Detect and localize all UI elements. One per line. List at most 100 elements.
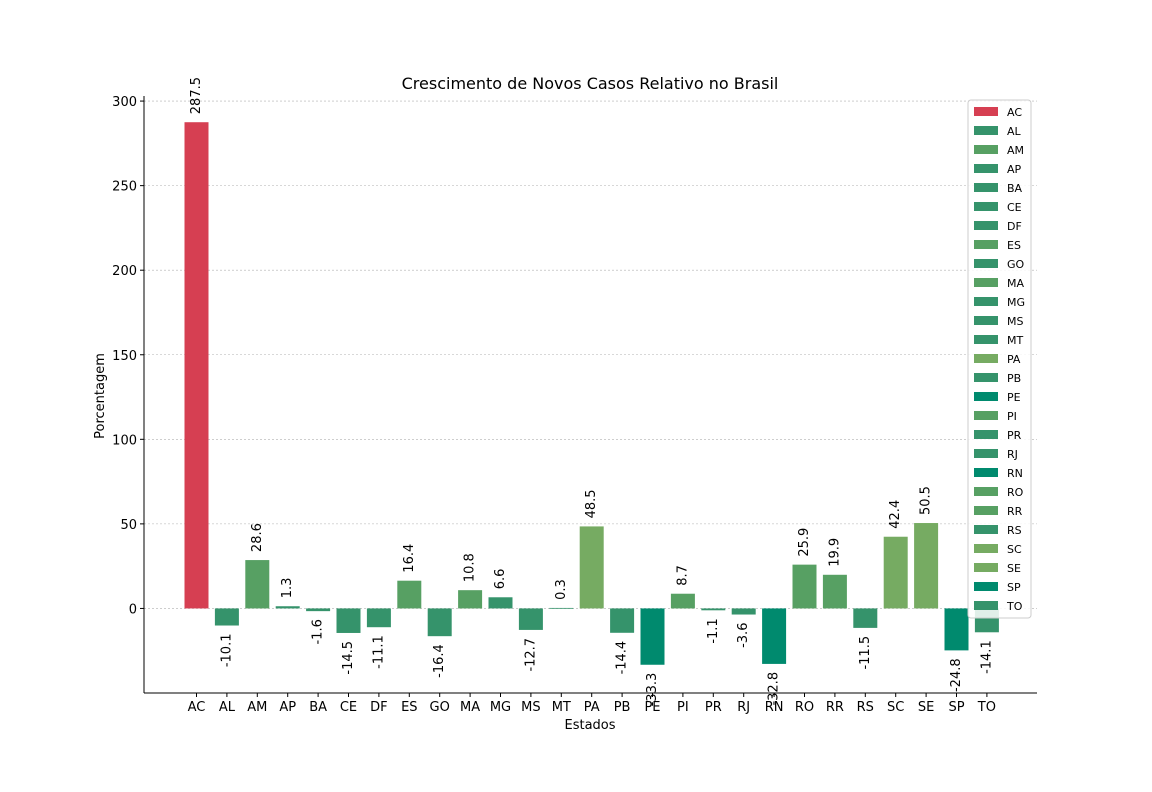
data-label: -11.5 xyxy=(858,636,873,670)
data-labels: 287.5 -10.1 28.6 1.3 -1.6 -14.5 -11.1 16.4 -16.4… xyxy=(189,77,994,706)
data-label: 19.9 xyxy=(827,538,842,567)
x-tick-label: PE xyxy=(644,700,660,715)
legend-swatch-mg xyxy=(974,297,998,306)
data-label: 1.3 xyxy=(280,578,295,599)
legend: AC AL AM AP BA CE DF ES GO MA MG MS MT PA PB PE PI PR RJ RN… xyxy=(967,99,1032,619)
legend-label-mt: MT xyxy=(1007,334,1023,347)
data-label: -12.7 xyxy=(523,638,538,672)
x-ticks: AC AL AM AP BA CE DF ES GO MA MG MS MT PA PB PE PI PR RJ RN… xyxy=(188,693,996,715)
legend-swatch-df xyxy=(974,221,998,230)
x-tick-label: SP xyxy=(948,700,964,715)
legend-label-es: ES xyxy=(1007,239,1021,252)
x-tick-label: PR xyxy=(705,700,722,715)
legend-label-rs: RS xyxy=(1007,524,1022,537)
bar-pe xyxy=(640,608,665,665)
data-label: -1.1 xyxy=(706,618,721,643)
legend-label-pe: PE xyxy=(1007,391,1021,404)
x-tick-label: PA xyxy=(584,700,600,715)
bar-ro xyxy=(792,564,817,609)
legend-label-mg: MG xyxy=(1007,296,1025,309)
bar-rj xyxy=(731,608,756,615)
data-label: 50.5 xyxy=(919,486,934,515)
legend-label-pa: PA xyxy=(1007,353,1021,366)
legend-swatch-rn xyxy=(974,468,998,477)
x-tick-label: PI xyxy=(677,700,689,715)
legend-swatch-pi xyxy=(974,411,998,420)
bar-ba xyxy=(306,608,331,612)
x-tick-label: PB xyxy=(614,700,631,715)
legend-label-df: DF xyxy=(1007,220,1022,233)
data-label: -14.1 xyxy=(979,640,994,674)
legend-label-rr: RR xyxy=(1007,505,1023,518)
data-label: 25.9 xyxy=(797,528,812,557)
x-tick-label: MG xyxy=(490,700,511,715)
bar-am xyxy=(245,560,270,609)
legend-label-pr: PR xyxy=(1007,429,1022,442)
x-tick-label: RO xyxy=(795,700,814,715)
data-label: -14.4 xyxy=(615,641,630,675)
y-tick-label: 0 xyxy=(129,602,137,617)
legend-label-rj: RJ xyxy=(1007,448,1018,461)
legend-label-go: GO xyxy=(1007,258,1025,271)
legend-swatch-am xyxy=(974,145,998,154)
legend-swatch-ce xyxy=(974,202,998,211)
y-tick-label: 50 xyxy=(120,518,137,533)
legend-swatch-pa xyxy=(974,354,998,363)
bar-ap xyxy=(275,606,300,609)
data-label: -32.8 xyxy=(767,672,782,706)
data-label: -16.4 xyxy=(432,644,447,678)
bar-se xyxy=(914,523,939,609)
data-label: 16.4 xyxy=(402,544,417,573)
data-label: 0.3 xyxy=(554,579,569,600)
axes xyxy=(143,96,1037,694)
x-tick-label: MS xyxy=(521,700,540,715)
bar-al xyxy=(214,608,239,626)
bar-ma xyxy=(458,590,483,609)
bar-pb xyxy=(610,608,635,633)
x-tick-label: RR xyxy=(826,700,844,715)
bar-pa xyxy=(579,526,604,609)
legend-swatch-sc xyxy=(974,544,998,553)
x-tick-label: ES xyxy=(401,700,417,715)
data-label: -3.6 xyxy=(736,623,751,648)
legend-label-ma: MA xyxy=(1007,277,1024,290)
legend-label-ap: AP xyxy=(1007,163,1022,176)
legend-swatch-ap xyxy=(974,164,998,173)
legend-swatch-es xyxy=(974,240,998,249)
data-label: 42.4 xyxy=(888,500,903,529)
bar-mt xyxy=(549,607,574,609)
bar-mg xyxy=(488,597,513,609)
x-tick-label: RJ xyxy=(737,700,750,715)
data-label: -24.8 xyxy=(949,658,964,692)
legend-label-pb: PB xyxy=(1007,372,1021,385)
x-tick-label: RS xyxy=(857,700,874,715)
legend-label-ms: MS xyxy=(1007,315,1023,328)
legend-label-rn: RN xyxy=(1007,467,1023,480)
legend-label-ro: RO xyxy=(1007,486,1024,499)
x-tick-label: TO xyxy=(977,700,996,715)
y-axis-label: Porcentagem xyxy=(93,353,108,439)
legend-swatch-pe xyxy=(974,392,998,401)
legend-swatch-se xyxy=(974,563,998,572)
bar-ac xyxy=(184,122,209,609)
bar-es xyxy=(397,580,422,609)
data-label: 6.6 xyxy=(493,569,508,590)
y-ticks: 0 50 100 150 200 250 300 xyxy=(112,95,144,617)
y-tick-label: 300 xyxy=(112,95,137,110)
grid xyxy=(144,100,1037,609)
legend-swatch-ms xyxy=(974,316,998,325)
legend-label-al: AL xyxy=(1007,125,1022,138)
legend-label-ac: AC xyxy=(1007,106,1022,119)
data-label: 28.6 xyxy=(250,523,265,552)
legend-label-sp: SP xyxy=(1007,581,1021,594)
chart-title: Crescimento de Novos Casos Relativo no B… xyxy=(402,74,779,93)
bar-pi xyxy=(670,593,695,609)
x-axis-label: Estados xyxy=(564,718,615,733)
bar-sp xyxy=(944,608,969,651)
legend-label-to: TO xyxy=(1006,600,1023,613)
bar-df xyxy=(366,608,391,628)
x-tick-label: SE xyxy=(918,700,934,715)
legend-swatch-pb xyxy=(974,373,998,382)
data-label: -10.1 xyxy=(219,634,234,668)
